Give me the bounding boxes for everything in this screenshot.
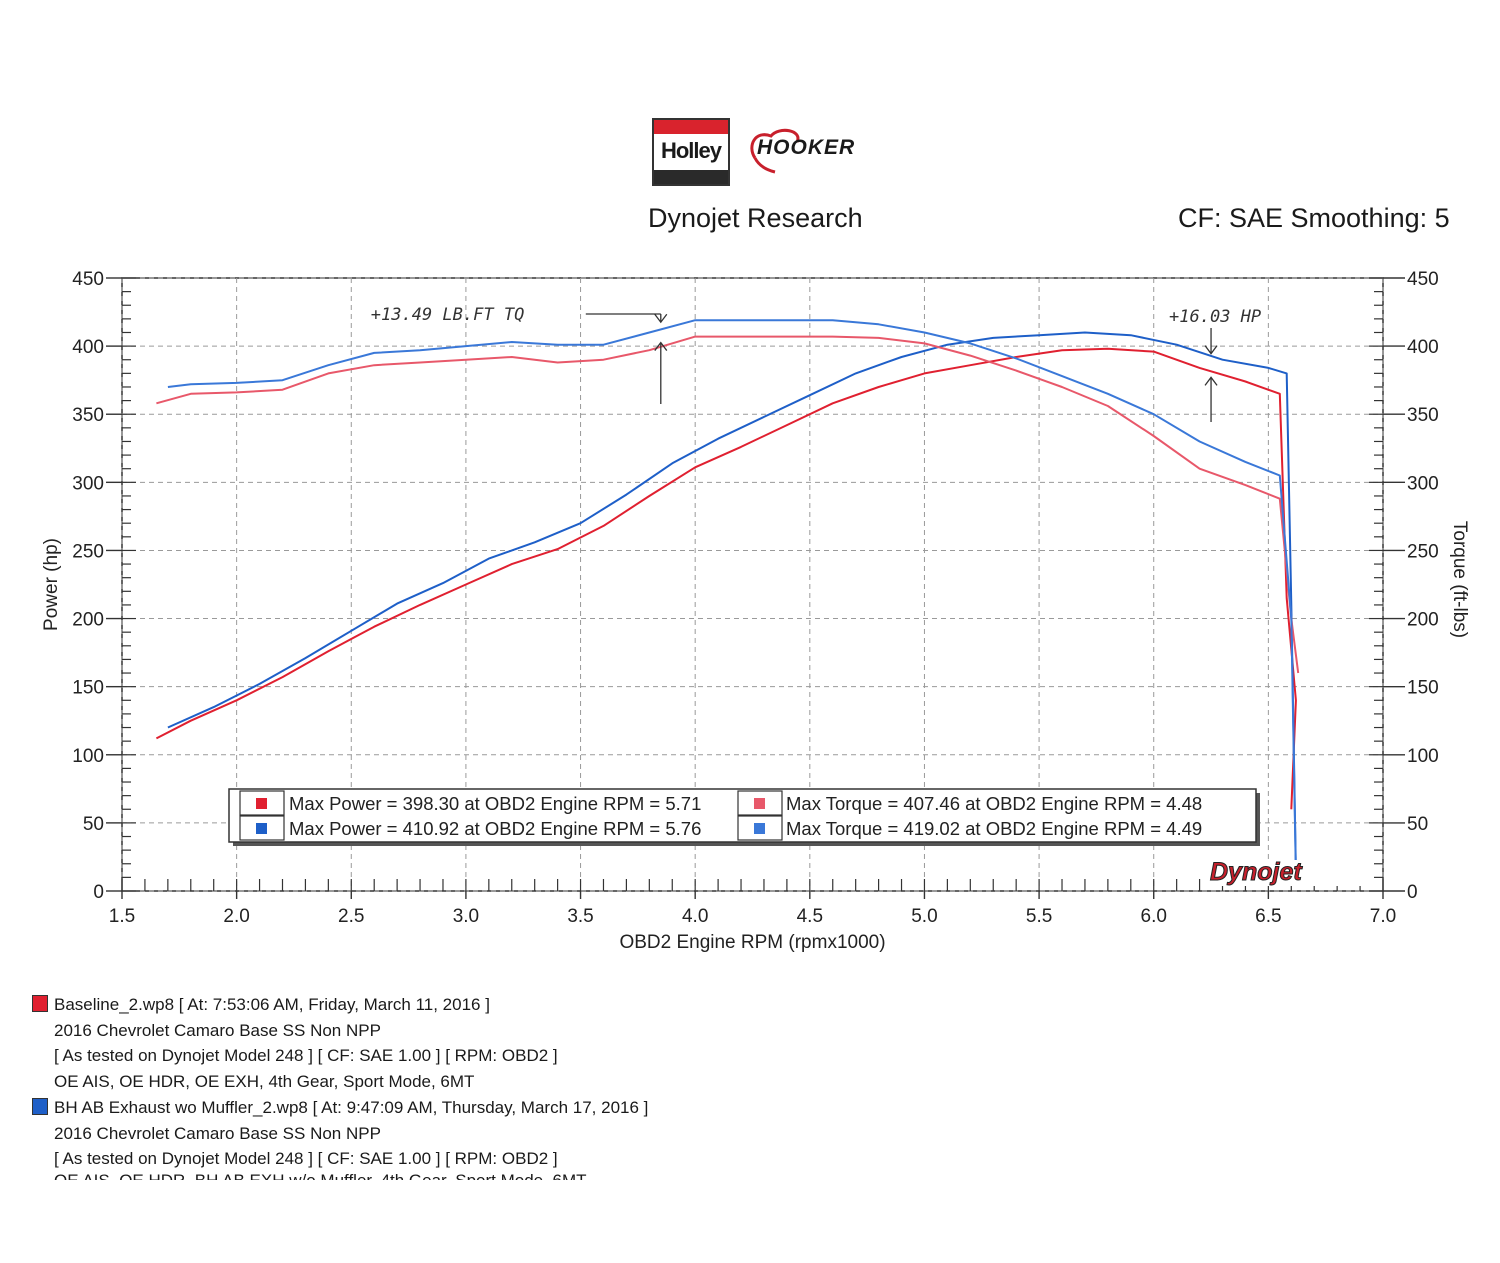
annotation-torque-arrowhead-up	[654, 341, 668, 351]
run-2-power-line	[167, 331, 1297, 871]
legend-swatch	[754, 823, 765, 834]
dynojet-watermark-bg	[1208, 860, 1368, 886]
y2-tick-label: 400	[1407, 337, 1439, 358]
y2-tick-label: 250	[1407, 541, 1439, 562]
legend-entry: Max Power = 410.92 at OBD2 Engine RPM = …	[289, 818, 701, 839]
annotation-torque-gain: +13.49 LB.FT TQ	[371, 305, 525, 325]
y2-tick-label: 200	[1407, 610, 1439, 631]
run-2-notes-clipped: OE AIS, OE HDR, BH AB EXH w/o Muffler, 4…	[32, 1168, 732, 1180]
legend-entry: Max Torque = 419.02 at OBD2 Engine RPM =…	[786, 818, 1202, 839]
annotation-power-arrowhead-up	[1204, 376, 1218, 386]
y2-axis-title: Torque (ft-lbs)	[1449, 521, 1470, 638]
hooker-heart-icon	[750, 128, 800, 174]
y2-tick-label: 50	[1407, 814, 1428, 835]
x-tick-label: 4.0	[682, 906, 708, 927]
hooker-logo: HOOKER	[745, 128, 885, 174]
y-tick-label: 450	[72, 269, 104, 290]
run-2-swatch	[32, 1097, 48, 1115]
run-1-power-line	[155, 347, 1297, 810]
y-tick-label: 350	[72, 405, 104, 426]
annotation-power-arrowhead-down	[1204, 345, 1218, 355]
holley-logo-text: Holley	[660, 138, 722, 163]
y2-tick-label: 450	[1407, 269, 1439, 290]
holley-logo-red-band	[654, 120, 728, 134]
legend-swatch	[256, 823, 267, 834]
run-1-notes: OE AIS, OE HDR, OE EXH, 4th Gear, Sport …	[54, 1072, 475, 1092]
y-tick-label: 400	[72, 337, 104, 358]
x-tick-label: 4.5	[797, 906, 823, 927]
x-tick-label: 2.0	[223, 906, 249, 927]
run-2-name: BH AB Exhaust wo Muffler_2.wp8 [ At: 9:4…	[54, 1097, 649, 1117]
y2-tick-label: 150	[1407, 678, 1439, 699]
run-1-vehicle: 2016 Chevrolet Camaro Base SS Non NPP	[54, 1020, 381, 1040]
x-tick-label: 3.5	[567, 906, 593, 927]
hooker-logo-text: HOOKER	[757, 136, 856, 159]
dynojet-watermark: Dynojet	[1210, 858, 1303, 886]
y-tick-label: 250	[72, 541, 104, 562]
run-info: Baseline_2.wp8 [ At: 7:53:06 AM, Friday,…	[32, 992, 648, 1172]
y2-tick-label: 100	[1407, 746, 1439, 767]
legend-entry: Max Power = 398.30 at OBD2 Engine RPM = …	[289, 793, 701, 814]
correction-factor-label: CF: SAE Smoothing: 5	[1178, 203, 1450, 233]
y-tick-label: 300	[72, 473, 104, 494]
x-tick-label: 1.5	[109, 906, 135, 927]
dyno-chart: 0 50 100 150 200 250 300 350 400 450 0 50 100 150 200 2…	[41, 269, 1470, 953]
run-1-torque-line	[156, 335, 1300, 674]
x-axis-title: OBD2 Engine RPM (rpmx1000)	[619, 932, 885, 953]
legend-entry: Max Torque = 407.46 at OBD2 Engine RPM =…	[786, 793, 1202, 814]
run-2-name-row: BH AB Exhaust wo Muffler_2.wp8 [ At: 9:4…	[32, 1095, 648, 1121]
y2-tick-label: 350	[1407, 405, 1439, 426]
y2-tick-label: 300	[1407, 473, 1439, 494]
y-tick-label: 100	[72, 746, 104, 767]
x-tick-label: 3.0	[453, 906, 479, 927]
x-tick-label: 6.0	[1141, 906, 1167, 927]
y-tick-label: 150	[72, 678, 104, 699]
y-tick-label: 50	[83, 814, 104, 835]
run-1-name-row: Baseline_2.wp8 [ At: 7:53:06 AM, Friday,…	[32, 992, 648, 1018]
legend-swatch-frame	[239, 815, 285, 841]
page-title: Dynojet Research	[648, 203, 863, 233]
annotation-power-gain: +16.03 HP	[1169, 307, 1261, 327]
x-tick-label: 6.5	[1255, 906, 1281, 927]
y-axis-title: Power (hp)	[41, 538, 62, 631]
run-1-name: Baseline_2.wp8 [ At: 7:53:06 AM, Friday,…	[54, 995, 490, 1014]
x-tick-label: 7.0	[1370, 906, 1396, 927]
y-tick-label: 200	[72, 610, 104, 631]
run-2-notes: OE AIS, OE HDR, BH AB EXH w/o Muffler, 4…	[32, 1168, 732, 1180]
x-tick-label: 2.5	[338, 906, 364, 927]
run-2-torque-line	[167, 319, 1297, 875]
y-tick-label: 0	[93, 882, 104, 903]
run-2-vehicle: 2016 Chevrolet Camaro Base SS Non NPP	[54, 1123, 381, 1143]
holley-logo: Holley	[652, 118, 730, 186]
run-1-tested: [ As tested on Dynojet Model 248 ] [ CF:…	[54, 1046, 558, 1066]
x-tick-label: 5.0	[911, 906, 937, 927]
x-tick-label: 5.5	[1026, 906, 1052, 927]
holley-logo-black-band	[654, 170, 728, 184]
legend-swatch	[754, 798, 765, 809]
y2-tick-label: 0	[1407, 882, 1418, 903]
legend-swatch	[256, 798, 267, 809]
run-1-swatch	[32, 995, 48, 1012]
run-2-tested: [ As tested on Dynojet Model 248 ] [ CF:…	[54, 1149, 558, 1169]
annotation-torque-arrowhead-down	[654, 313, 668, 324]
